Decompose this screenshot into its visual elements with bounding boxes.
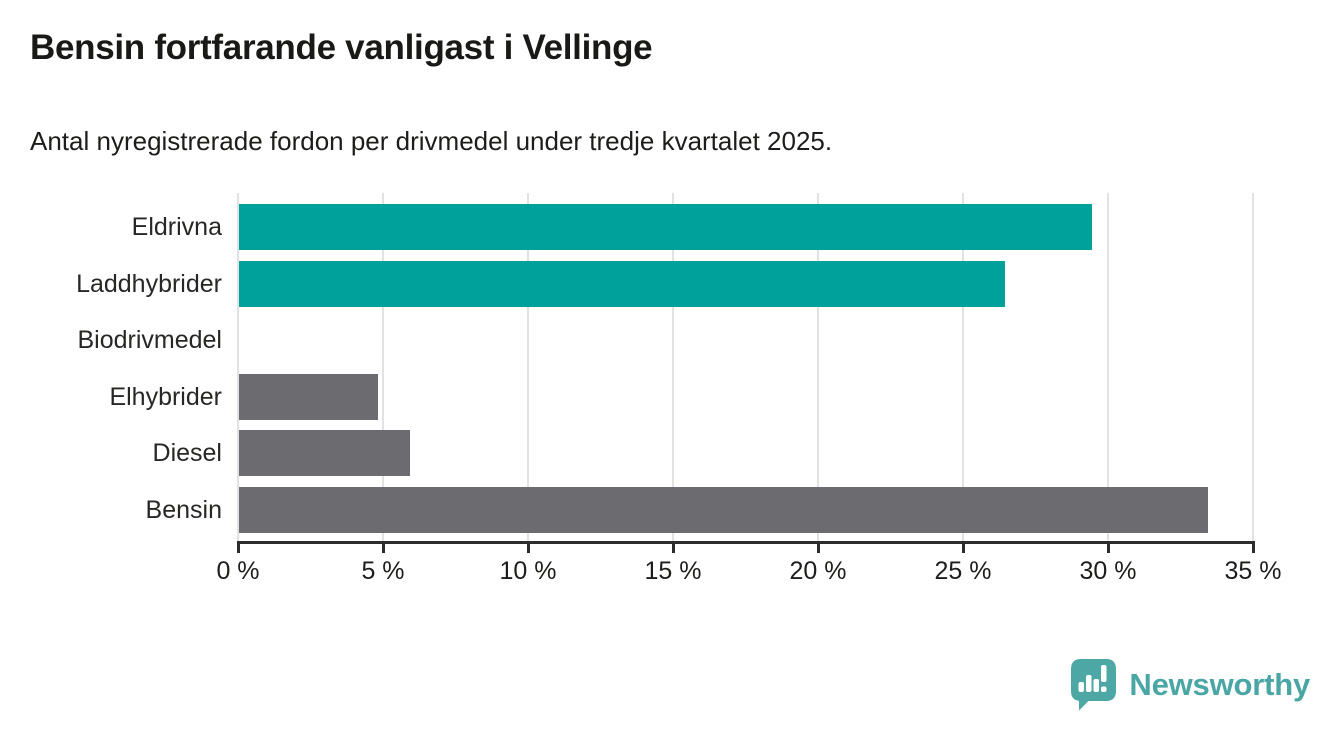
- x-axis-tick: [1106, 541, 1110, 553]
- x-axis-tick: [1251, 541, 1255, 553]
- x-axis-tick: [816, 541, 820, 553]
- x-axis-tick-label: 0 %: [216, 557, 260, 585]
- category-label: Bensin: [145, 496, 222, 524]
- gridline: [237, 193, 239, 541]
- gridline: [1252, 193, 1254, 541]
- bar: [239, 260, 1005, 307]
- category-label: Eldrivna: [131, 213, 222, 241]
- gridline: [1107, 193, 1109, 541]
- x-axis-tick-label: 15 %: [644, 557, 702, 585]
- chart-subtitle: Antal nyregistrerade fordon per drivmede…: [30, 126, 833, 156]
- bar: [239, 430, 411, 477]
- x-axis-line: [237, 541, 1254, 544]
- category-label: Elhybrider: [109, 382, 222, 411]
- gridline: [962, 193, 964, 541]
- category-label: Laddhybrider: [76, 269, 222, 298]
- bar: [239, 487, 1208, 533]
- x-axis-tick-label: 10 %: [499, 557, 557, 585]
- x-axis-tick: [381, 541, 385, 553]
- newsworthy-wordmark: Newsworthy: [1129, 666, 1310, 702]
- x-axis-tick-label: 35 %: [1224, 557, 1282, 585]
- bar-chart-speech-bubble-icon: [1071, 659, 1117, 711]
- gridline: [672, 193, 674, 541]
- x-axis-tick: [236, 541, 240, 553]
- x-axis-tick-label: 25 %: [934, 557, 992, 585]
- newsworthy-logo: Newsworthy: [1070, 658, 1310, 711]
- category-label: Diesel: [152, 439, 222, 468]
- bar: [239, 204, 1092, 250]
- gridline: [527, 193, 529, 541]
- gridline: [817, 193, 819, 541]
- chart-title: Bensin fortfarande vanligast i Vellinge: [30, 28, 653, 67]
- x-axis-tick: [526, 541, 530, 553]
- x-axis-tick-label: 5 %: [361, 557, 405, 585]
- x-axis-tick-label: 30 %: [1079, 557, 1137, 585]
- x-axis-tick: [961, 541, 965, 553]
- category-label: Biodrivmedel: [77, 326, 222, 355]
- bar: [239, 373, 379, 420]
- gridline: [382, 193, 384, 541]
- x-axis-tick: [671, 541, 675, 553]
- x-axis-tick-label: 20 %: [789, 557, 847, 585]
